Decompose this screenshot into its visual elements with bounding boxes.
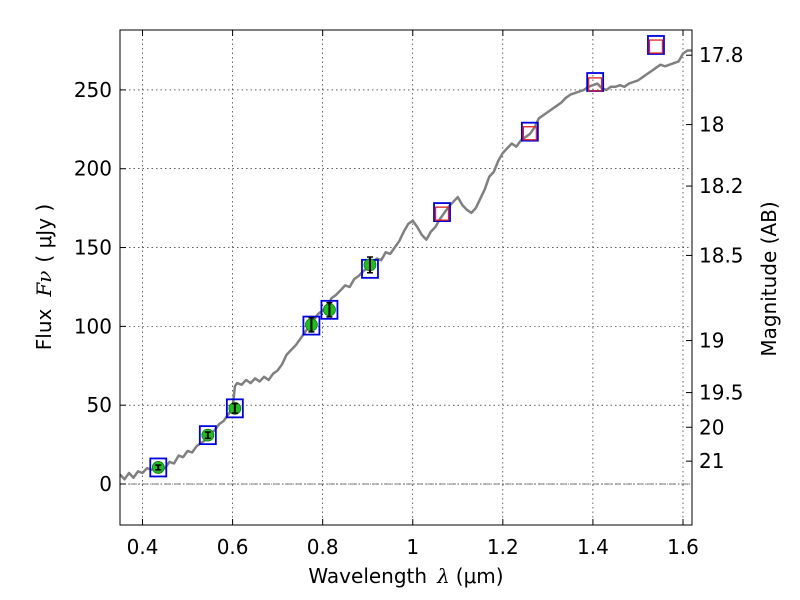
y-tick-label: 150 — [74, 236, 112, 260]
x-tick-label: 1.6 — [667, 535, 699, 559]
plot-frame — [119, 29, 693, 526]
x-tick-label: 0.6 — [217, 535, 249, 559]
x-tick-label: 1 — [406, 535, 419, 559]
magnitude-tick-label: 20 — [699, 415, 724, 439]
x-tick-label: 1.2 — [487, 535, 519, 559]
magnitude-tick-label: 18.2 — [699, 174, 744, 198]
model-photometry-square — [320, 299, 339, 320]
y2-axis-title: Magnitude (AB) — [757, 201, 781, 356]
predicted-photometry-square — [588, 77, 603, 92]
y-tick-label: 100 — [74, 314, 112, 338]
y-tick-label: 0 — [99, 472, 112, 496]
predicted-photometry-square — [434, 206, 450, 221]
model-photometry-square — [433, 202, 451, 222]
x-axis-title-prefix: Wavelength — [308, 564, 427, 588]
y-tick-label: 50 — [87, 393, 112, 417]
model-photometry-square — [302, 315, 321, 336]
grid-lines — [120, 30, 692, 525]
model-photometry-square — [520, 121, 539, 142]
y-tick-label: 200 — [74, 157, 112, 181]
y-tick-label: 250 — [74, 78, 112, 102]
magnitude-tick-label: 21 — [699, 449, 724, 473]
x-axis-title-unit: (μm) — [456, 564, 504, 588]
y-axis-title-symbol: Fν — [32, 271, 56, 298]
plot-area — [119, 35, 692, 481]
magnitude-tick-label: 18 — [699, 113, 724, 137]
x-axis-title: Wavelength λ (μm) — [308, 564, 503, 588]
x-tick-label: 1.4 — [577, 535, 609, 559]
magnitude-tick-label: 17.8 — [699, 43, 744, 67]
y-axis-title: Flux Fν ( μJy ) — [32, 204, 56, 350]
axes: 0.4 0.6 0.8 1 1.2 1.4 1.6 0 50 100 150 200 250 17.8 18… — [74, 30, 744, 559]
model-photometry-square — [225, 398, 244, 419]
magnitude-tick-label: 19.5 — [699, 381, 744, 405]
magnitude-tick-label: 18.5 — [699, 243, 744, 267]
y-axis-title-prefix: Flux — [32, 308, 56, 350]
x-tick-label: 0.8 — [307, 535, 339, 559]
predicted-photometry-square — [522, 126, 538, 141]
model-photometry-square — [149, 457, 168, 478]
model-photometry-square — [198, 425, 217, 446]
x-tick-label: 0.4 — [127, 535, 159, 559]
predicted-photometry-square — [648, 39, 664, 54]
magnitude-tick-label: 19 — [699, 329, 724, 353]
x-axis-title-symbol: λ — [436, 564, 450, 588]
y-axis-title-unit: ( μJy ) — [32, 204, 56, 263]
model-photometry-square — [647, 35, 665, 55]
